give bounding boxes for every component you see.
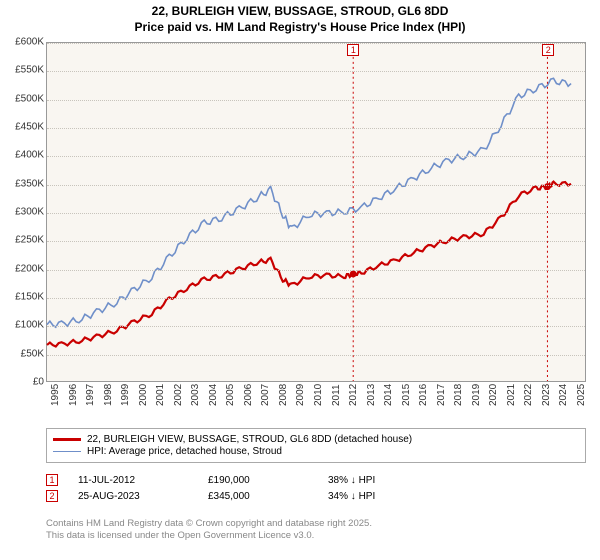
gridline bbox=[47, 355, 585, 356]
footer-line2: This data is licensed under the Open Gov… bbox=[46, 530, 372, 542]
x-axis-label: 2010 bbox=[313, 384, 324, 406]
y-axis-label: £150K bbox=[4, 292, 44, 303]
legend-swatch-icon bbox=[53, 438, 81, 440]
event-badge: 1 bbox=[46, 474, 58, 486]
event-date: 25-AUG-2023 bbox=[78, 491, 188, 502]
event-row: 2 25-AUG-2023 £345,000 34% ↓ HPI bbox=[46, 490, 586, 502]
x-axis-label: 2004 bbox=[208, 384, 219, 406]
event-marker-badge: 2 bbox=[542, 44, 554, 56]
x-axis-label: 1998 bbox=[103, 384, 114, 406]
y-axis-label: £350K bbox=[4, 178, 44, 189]
sale-point-icon bbox=[350, 270, 357, 277]
y-axis-label: £500K bbox=[4, 93, 44, 104]
x-axis-label: 1999 bbox=[120, 384, 131, 406]
x-axis-label: 1996 bbox=[68, 384, 79, 406]
x-axis-label: 2021 bbox=[506, 384, 517, 406]
y-axis-label: £600K bbox=[4, 37, 44, 48]
y-axis-label: £100K bbox=[4, 320, 44, 331]
legend-label: HPI: Average price, detached house, Stro… bbox=[87, 446, 282, 457]
event-date: 11-JUL-2012 bbox=[78, 475, 188, 486]
gridline bbox=[47, 213, 585, 214]
gridline bbox=[47, 326, 585, 327]
x-axis-label: 2011 bbox=[331, 384, 342, 406]
y-axis-label: £250K bbox=[4, 235, 44, 246]
events-table: 1 11-JUL-2012 £190,000 38% ↓ HPI 2 25-AUG-202… bbox=[46, 470, 586, 506]
event-badge: 2 bbox=[46, 490, 58, 502]
x-axis-label: 2019 bbox=[471, 384, 482, 406]
event-row: 1 11-JUL-2012 £190,000 38% ↓ HPI bbox=[46, 474, 586, 486]
x-axis-label: 2015 bbox=[401, 384, 412, 406]
event-price: £190,000 bbox=[208, 475, 308, 486]
x-axis-label: 2025 bbox=[576, 384, 587, 406]
gridline bbox=[47, 241, 585, 242]
x-axis-label: 1995 bbox=[50, 384, 61, 406]
title-line2: Price paid vs. HM Land Registry's House … bbox=[0, 20, 600, 36]
chart-svg bbox=[47, 43, 585, 381]
x-axis-label: 2012 bbox=[348, 384, 359, 406]
gridline bbox=[47, 156, 585, 157]
series-hpi bbox=[47, 78, 571, 327]
x-axis-label: 2009 bbox=[295, 384, 306, 406]
legend-swatch-icon bbox=[53, 451, 81, 453]
y-axis-label: £550K bbox=[4, 65, 44, 76]
x-axis-label: 1997 bbox=[85, 384, 96, 406]
event-delta: 34% ↓ HPI bbox=[328, 491, 375, 502]
x-axis-label: 2002 bbox=[173, 384, 184, 406]
legend-item: HPI: Average price, detached house, Stro… bbox=[53, 446, 579, 457]
x-axis-label: 2024 bbox=[558, 384, 569, 406]
legend-item: 22, BURLEIGH VIEW, BUSSAGE, STROUD, GL6 … bbox=[53, 434, 579, 445]
y-axis-label: £400K bbox=[4, 150, 44, 161]
y-axis-label: £300K bbox=[4, 207, 44, 218]
footer-line1: Contains HM Land Registry data © Crown c… bbox=[46, 518, 372, 530]
x-axis-label: 2006 bbox=[243, 384, 254, 406]
x-axis-label: 2014 bbox=[383, 384, 394, 406]
series-price_paid bbox=[47, 182, 571, 347]
gridline bbox=[47, 71, 585, 72]
x-axis-label: 2005 bbox=[225, 384, 236, 406]
y-axis-label: £50K bbox=[4, 348, 44, 359]
event-delta: 38% ↓ HPI bbox=[328, 475, 375, 486]
gridline bbox=[47, 298, 585, 299]
footer-attribution: Contains HM Land Registry data © Crown c… bbox=[46, 518, 372, 543]
gridline bbox=[47, 128, 585, 129]
x-axis-label: 2018 bbox=[453, 384, 464, 406]
legend-label: 22, BURLEIGH VIEW, BUSSAGE, STROUD, GL6 … bbox=[87, 434, 412, 445]
y-axis-label: £0 bbox=[4, 377, 44, 388]
chart-title: 22, BURLEIGH VIEW, BUSSAGE, STROUD, GL6 … bbox=[0, 0, 600, 35]
x-axis-label: 2020 bbox=[488, 384, 499, 406]
event-price: £345,000 bbox=[208, 491, 308, 502]
legend-box: 22, BURLEIGH VIEW, BUSSAGE, STROUD, GL6 … bbox=[46, 428, 586, 463]
x-axis-label: 2000 bbox=[138, 384, 149, 406]
x-axis-label: 2003 bbox=[190, 384, 201, 406]
gridline bbox=[47, 270, 585, 271]
x-axis-label: 2022 bbox=[523, 384, 534, 406]
gridline bbox=[47, 43, 585, 44]
x-axis-label: 2013 bbox=[366, 384, 377, 406]
title-line1: 22, BURLEIGH VIEW, BUSSAGE, STROUD, GL6 … bbox=[0, 4, 600, 20]
y-axis-label: £450K bbox=[4, 122, 44, 133]
gridline bbox=[47, 100, 585, 101]
x-axis-label: 2017 bbox=[436, 384, 447, 406]
y-axis-label: £200K bbox=[4, 263, 44, 274]
x-axis-label: 2016 bbox=[418, 384, 429, 406]
event-marker-badge: 1 bbox=[347, 44, 359, 56]
gridline bbox=[47, 185, 585, 186]
chart-plot-area bbox=[46, 42, 586, 382]
x-axis-label: 2007 bbox=[260, 384, 271, 406]
x-axis-label: 2008 bbox=[278, 384, 289, 406]
x-axis-label: 2001 bbox=[155, 384, 166, 406]
x-axis-label: 2023 bbox=[541, 384, 552, 406]
